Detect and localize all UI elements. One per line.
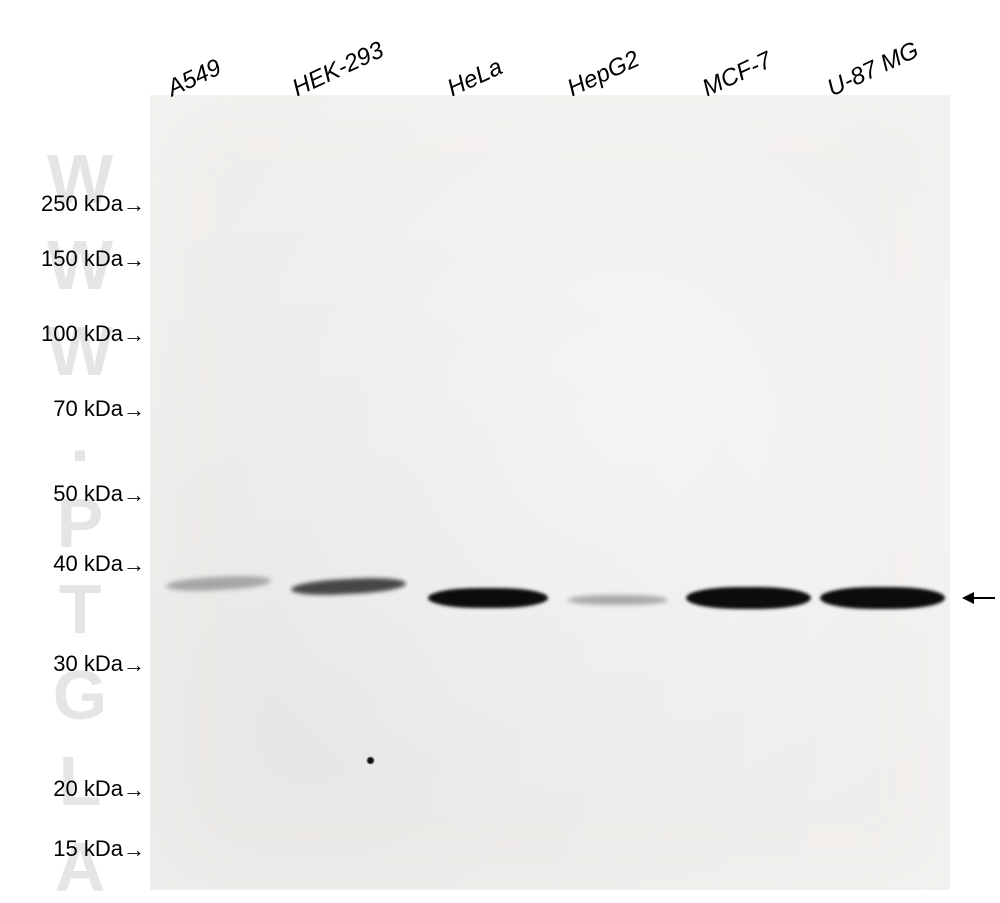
target-band-arrow	[962, 589, 996, 612]
lane-label-u87mg: U-87 MG	[823, 36, 923, 103]
marker-15: 15 kDa→	[53, 836, 145, 863]
marker-50: 50 kDa→	[53, 481, 145, 508]
marker-40: 40 kDa→	[53, 551, 145, 578]
band-hepg2	[568, 595, 668, 605]
marker-70: 70 kDa→	[53, 396, 145, 423]
band-u87mg	[820, 587, 945, 609]
artifact-speck	[367, 757, 374, 764]
band-hela	[428, 588, 548, 608]
blot-membrane	[150, 95, 950, 890]
marker-20: 20 kDa→	[53, 776, 145, 803]
band-mcf7	[686, 587, 811, 609]
marker-150: 150 kDa→	[41, 246, 145, 273]
marker-250: 250 kDa→	[41, 191, 145, 218]
marker-100: 100 kDa→	[41, 321, 145, 348]
marker-30: 30 kDa→	[53, 651, 145, 678]
lane-label-hek293: HEK-293	[288, 36, 388, 103]
western-blot-figure: WWW.PTGLAB.COM A549 HEK-293 HeLa HepG2 M…	[0, 0, 1000, 903]
